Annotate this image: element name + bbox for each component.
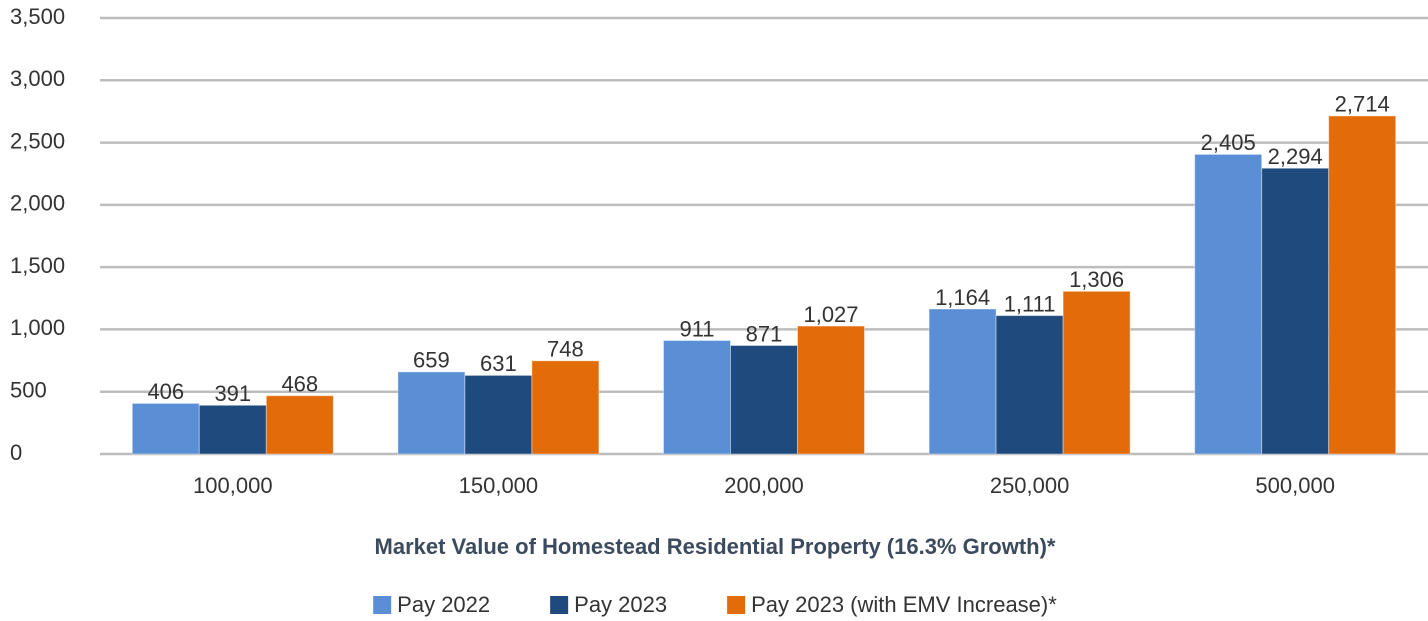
data-label: 2,714: [1335, 92, 1390, 117]
bar: [464, 374, 533, 455]
legend-swatch: [550, 596, 569, 614]
x-axis-label: Market Value of Homestead Residential Pr…: [375, 534, 1056, 559]
legend-label: Pay 2022: [397, 592, 490, 617]
legend-swatch: [373, 596, 392, 614]
bar: [1261, 167, 1330, 455]
data-label: 391: [214, 381, 251, 406]
y-tick-label: 3,000: [10, 66, 65, 91]
data-label: 468: [281, 372, 318, 397]
x-tick-label: 100,000: [193, 473, 273, 498]
data-label: 2,405: [1201, 130, 1256, 155]
bar: [1062, 290, 1131, 455]
bar: [198, 404, 267, 455]
bar: [928, 308, 997, 455]
data-label: 2,294: [1268, 144, 1323, 169]
legend-label: Pay 2023 (with EMV Increase)*: [751, 592, 1057, 617]
bar: [397, 371, 466, 455]
legend-swatch: [727, 596, 746, 614]
bar: [1194, 153, 1263, 455]
y-tick-label: 500: [10, 378, 47, 403]
bar: [663, 340, 731, 455]
y-tick-label: 0: [10, 440, 22, 465]
x-tick-label: 150,000: [459, 473, 539, 498]
data-label: 748: [547, 337, 584, 362]
data-label: 911: [679, 316, 714, 341]
data-label: 1,027: [803, 302, 858, 327]
bar: [531, 360, 600, 455]
y-tick-label: 1,000: [10, 315, 65, 340]
y-tick-label: 2,500: [10, 128, 65, 153]
y-tick-label: 1,500: [10, 253, 65, 278]
data-label: 659: [413, 348, 450, 373]
data-label: 871: [746, 321, 783, 346]
bar: [797, 325, 865, 455]
data-label: 1,111: [1004, 291, 1056, 316]
x-tick-label: 500,000: [1255, 473, 1335, 498]
legend-label: Pay 2023: [574, 592, 667, 617]
y-tick-label: 2,000: [10, 191, 65, 216]
bar: [1328, 115, 1397, 455]
data-label: 631: [480, 351, 517, 376]
x-tick-label: 200,000: [724, 473, 804, 498]
data-label: 406: [147, 379, 184, 404]
data-label: 1,306: [1069, 267, 1124, 292]
bar: [131, 402, 200, 455]
data-label: 1,164: [935, 285, 990, 310]
bar: [730, 344, 798, 455]
bar: [995, 315, 1064, 455]
y-tick-label: 3,500: [10, 4, 65, 29]
bar: [265, 395, 334, 455]
x-tick-label: 250,000: [990, 473, 1070, 498]
